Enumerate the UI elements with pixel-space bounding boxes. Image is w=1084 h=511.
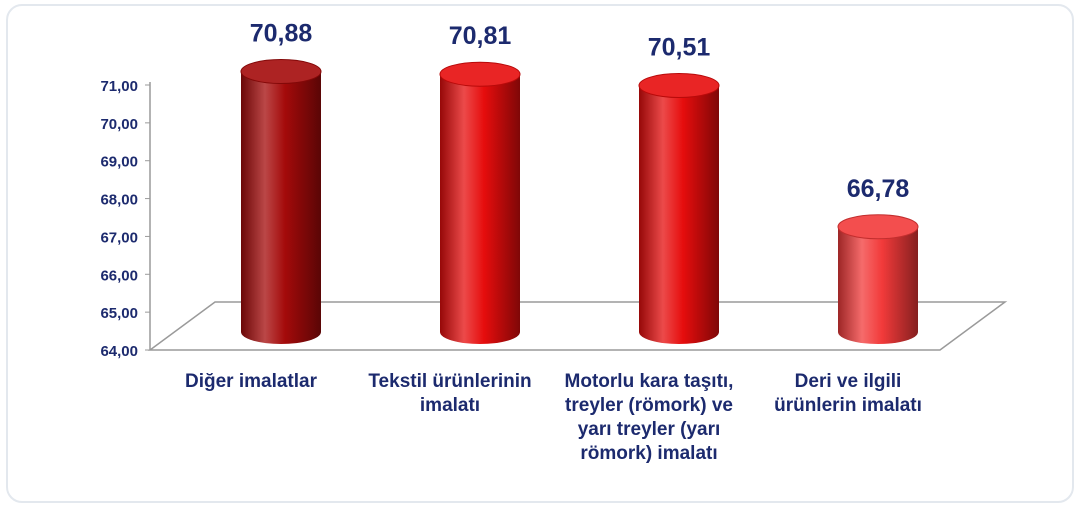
x-tick-label: Tekstil ürünlerinin imalatı (368, 371, 532, 416)
y-tick-label: 64,00 (100, 343, 138, 360)
value-label: 66,78 (847, 175, 910, 203)
bar-top (837, 214, 919, 240)
bar (838, 226, 918, 344)
bar-top (439, 61, 521, 87)
y-tick-label: 65,00 (100, 305, 138, 322)
bar (440, 74, 520, 344)
y-tick-label: 71,00 (100, 78, 138, 95)
y-tick-label: 66,00 (100, 267, 138, 284)
value-label: 70,81 (449, 22, 512, 50)
bar-top (638, 73, 720, 99)
frame (6, 4, 1074, 503)
floor (147, 301, 1008, 351)
value-label: 70,88 (250, 20, 313, 48)
x-tick-label: Deri ve ilgili ürünlerin imalatı (774, 371, 922, 416)
y-tick-label: 70,00 (100, 116, 138, 133)
bar-top (240, 59, 322, 85)
y-tick-label: 68,00 (100, 192, 138, 209)
y-tick-label: 67,00 (100, 229, 138, 246)
x-tick-label: Motorlu kara taşıtı, treyler (römork) ve… (564, 371, 734, 464)
bar (241, 71, 321, 345)
y-tick-label: 69,00 (100, 154, 138, 171)
value-label: 70,51 (648, 34, 711, 62)
bar (639, 85, 719, 345)
x-tick-label: Diğer imalatlar (185, 371, 317, 392)
